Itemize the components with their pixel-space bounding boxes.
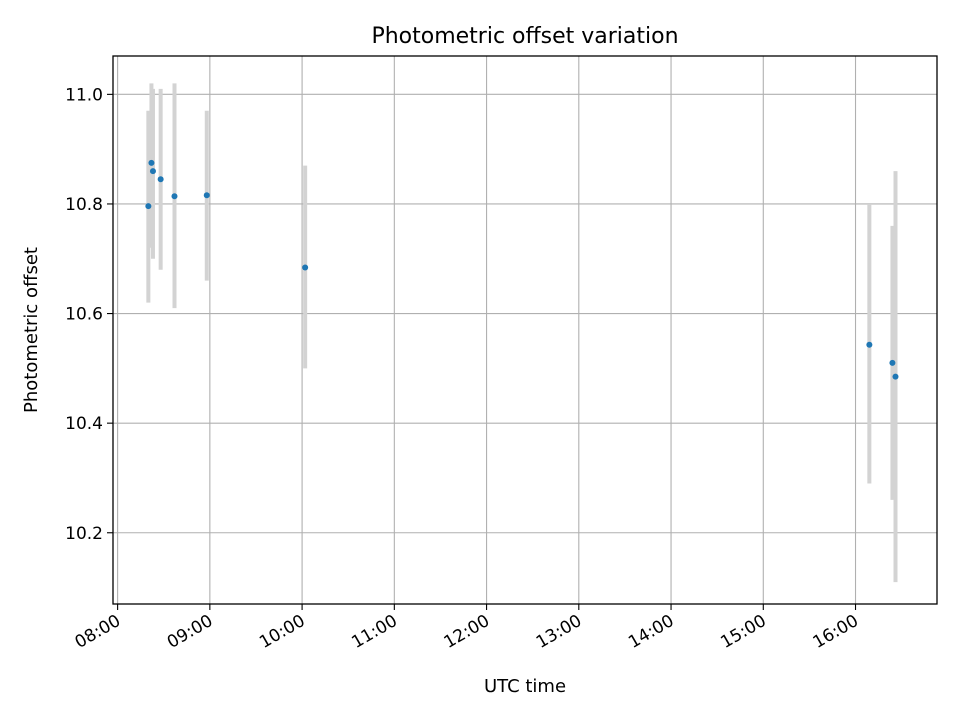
data-point (866, 341, 873, 348)
data-point (145, 203, 152, 210)
data-point (889, 359, 896, 366)
data-points (145, 159, 899, 380)
data-point (148, 159, 155, 166)
y-tick-label: 10.8 (65, 195, 103, 215)
grid (113, 56, 937, 604)
data-point (157, 176, 164, 183)
y-axis-ticks: 10.2 10.4 10.6 10.8 11.0 (65, 85, 113, 544)
data-point (892, 373, 899, 380)
plot-frame (112, 55, 938, 605)
y-tick-label: 11.0 (65, 85, 103, 105)
y-tick-label: 10.6 (65, 305, 103, 325)
x-axis-label: UTC time (484, 676, 566, 697)
data-point (203, 192, 210, 199)
data-point (149, 168, 156, 175)
chart-title: Photometric offset variation (371, 24, 678, 49)
y-tick-label: 10.4 (65, 414, 103, 434)
data-point (302, 264, 309, 271)
data-point (171, 193, 178, 200)
y-tick-label: 10.2 (65, 524, 103, 544)
y-axis-label: Photometric offset (21, 247, 42, 413)
